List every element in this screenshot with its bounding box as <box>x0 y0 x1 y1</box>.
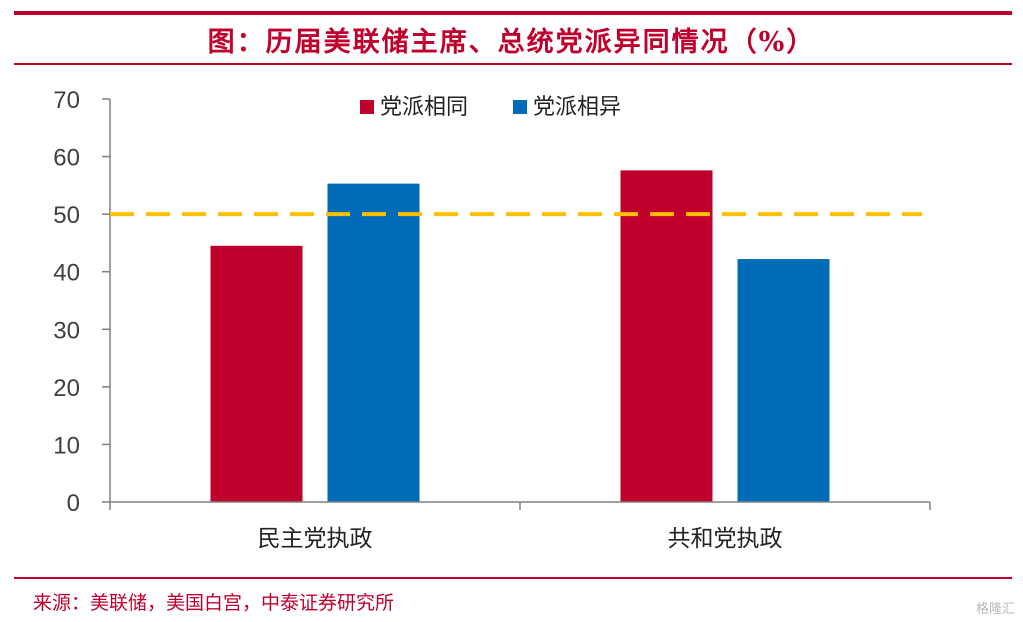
y-tick-label: 20 <box>53 375 80 402</box>
y-tick-label: 50 <box>53 202 80 229</box>
watermark: 格隆汇 <box>975 602 1015 617</box>
y-tick-label: 30 <box>53 317 80 344</box>
legend-swatch <box>513 100 527 114</box>
bar <box>210 245 303 503</box>
chart-title: 图：历届美联储主席、总统党派异同情况（%） <box>207 27 816 58</box>
bottom-rule <box>14 577 1012 579</box>
y-tick-label: 60 <box>53 145 80 172</box>
y-tick-label: 40 <box>53 260 80 287</box>
y-tick-label: 0 <box>67 490 80 517</box>
bar <box>327 183 420 502</box>
source-note: 来源：美联储，美国白宫，中泰证券研究所 <box>33 592 395 614</box>
legend-swatch <box>360 100 374 114</box>
top-rule <box>14 11 1012 15</box>
x-category-label: 民主党执政 <box>258 526 373 552</box>
legend-label: 党派相异 <box>533 95 621 120</box>
legend-label: 党派相同 <box>380 95 468 120</box>
x-category-label: 共和党执政 <box>668 526 783 552</box>
title-rule <box>14 63 1012 65</box>
bar <box>620 170 713 503</box>
bar <box>737 259 830 502</box>
y-tick-label: 10 <box>53 432 80 459</box>
y-tick-label: 70 <box>53 87 80 114</box>
